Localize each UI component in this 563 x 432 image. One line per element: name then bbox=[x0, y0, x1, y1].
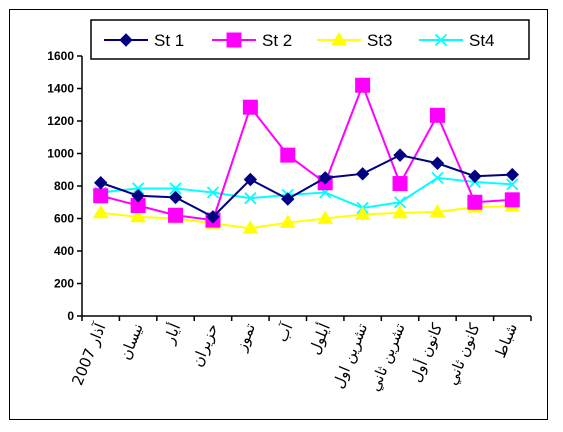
data-point-marker bbox=[431, 171, 444, 185]
data-point-marker bbox=[226, 32, 242, 48]
data-point-marker bbox=[131, 182, 145, 195]
y-tick-label: 400 bbox=[54, 244, 74, 258]
data-point-marker bbox=[331, 32, 347, 46]
data-point-marker bbox=[429, 204, 446, 218]
x-tick-label: أيار bbox=[159, 320, 185, 347]
y-tick-label: 600 bbox=[54, 212, 74, 226]
x-tick-label: تموز bbox=[232, 321, 259, 354]
data-point-marker bbox=[131, 189, 145, 203]
data-point-marker bbox=[93, 188, 109, 204]
x-axis: آذار 2007 نيسان أيار حزيران تموز آب أيلولتشرين… bbox=[68, 315, 532, 395]
data-point-marker bbox=[392, 176, 408, 192]
x-tick-label: تشرين ثاني bbox=[365, 321, 409, 395]
data-point-marker bbox=[355, 77, 371, 93]
data-point-marker bbox=[279, 214, 296, 228]
x-tick-label: أيلول bbox=[304, 320, 334, 357]
data-point-marker bbox=[430, 156, 445, 170]
data-point-marker bbox=[168, 190, 183, 205]
data-point-marker bbox=[244, 192, 257, 205]
y-tick-label: 1000 bbox=[47, 147, 74, 161]
series-line-st1 bbox=[100, 154, 513, 219]
y-tick-label: 1600 bbox=[47, 49, 74, 63]
x-tick-label: كانون أول bbox=[405, 320, 446, 385]
data-point-marker bbox=[206, 186, 220, 199]
data-point-marker bbox=[130, 208, 146, 223]
x-tick-label: آذار 2007 bbox=[68, 320, 109, 388]
y-axis: 0 200 400 600 800 1000 1200 1400 1600 bbox=[47, 49, 83, 323]
data-point-marker bbox=[393, 148, 407, 162]
data-point-marker bbox=[434, 33, 448, 47]
x-tick-label: تشرين اول bbox=[329, 321, 371, 391]
data-point-marker bbox=[169, 182, 182, 195]
y-tick-label: 1200 bbox=[47, 114, 74, 128]
data-point-marker bbox=[429, 107, 445, 123]
x-tick-label: آب bbox=[273, 320, 297, 344]
data-point-marker bbox=[355, 167, 370, 181]
legend-label: St 1 bbox=[154, 31, 184, 50]
series-line-st2 bbox=[100, 82, 513, 222]
data-point-marker bbox=[94, 176, 108, 190]
data-point-marker bbox=[280, 147, 296, 163]
series-line-st4 bbox=[100, 176, 513, 209]
y-tick-label: 200 bbox=[54, 277, 74, 291]
data-point-marker bbox=[392, 204, 408, 219]
y-tick-label: 800 bbox=[54, 179, 74, 193]
x-tick-label: شباط bbox=[491, 321, 521, 361]
plot-area bbox=[92, 77, 521, 234]
data-point-marker bbox=[317, 210, 334, 224]
legend-label: St3 bbox=[367, 31, 393, 50]
data-point-marker bbox=[92, 204, 109, 219]
data-point-marker bbox=[168, 207, 184, 223]
data-point-marker bbox=[119, 33, 133, 47]
x-tick-label: نيسان bbox=[116, 321, 147, 363]
y-tick-label: 0 bbox=[67, 309, 74, 323]
data-point-marker bbox=[467, 194, 483, 210]
data-point-marker bbox=[243, 172, 258, 187]
data-point-marker bbox=[354, 206, 371, 220]
x-tick-label: حزيران bbox=[188, 321, 222, 370]
data-point-marker bbox=[505, 167, 519, 182]
x-tick-label: كانون ثاني bbox=[443, 320, 485, 388]
data-point-marker bbox=[242, 99, 258, 115]
data-point-marker bbox=[393, 196, 407, 209]
legend: St 1 St 2 St3 St4 bbox=[90, 19, 530, 60]
data-point-marker bbox=[281, 192, 295, 206]
y-tick-label: 1400 bbox=[47, 82, 74, 96]
series-line-st3 bbox=[100, 205, 513, 230]
data-point-marker bbox=[242, 220, 259, 234]
data-point-marker bbox=[468, 169, 482, 183]
data-point-marker bbox=[504, 192, 520, 208]
data-point-marker bbox=[318, 171, 332, 185]
legend-label: St4 bbox=[469, 31, 495, 50]
legend-label: St 2 bbox=[262, 31, 292, 50]
data-point-marker bbox=[506, 178, 519, 191]
data-point-marker bbox=[206, 210, 220, 224]
